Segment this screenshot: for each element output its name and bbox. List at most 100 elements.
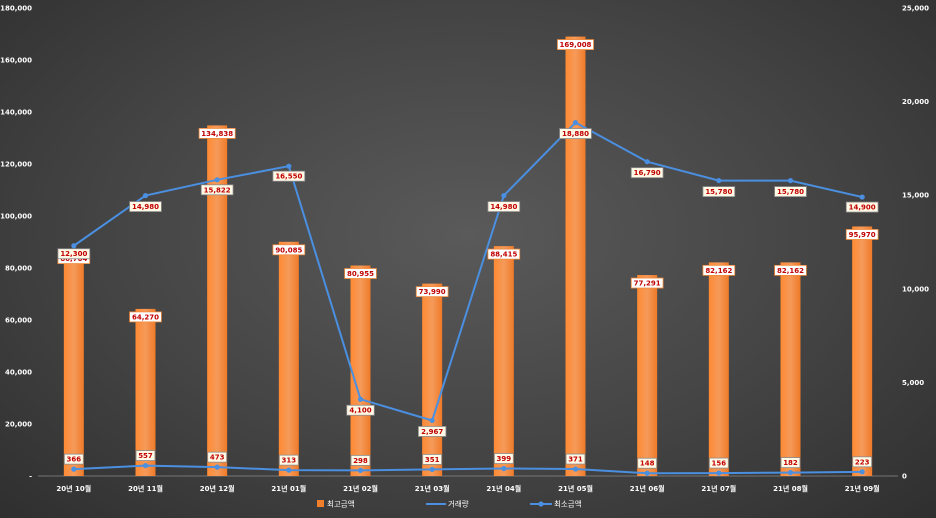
point-min-price — [142, 192, 149, 199]
right-y-tick-label: 15,000 — [902, 192, 929, 200]
x-tick-label: 21년 05월 — [558, 484, 593, 493]
bar-data-label-box — [272, 244, 306, 256]
volume-data-label: 156 — [712, 460, 727, 468]
bar-data-label: 169,008 — [560, 41, 592, 49]
bar — [852, 226, 873, 476]
point-min-price — [286, 163, 292, 169]
point-min-price — [214, 177, 220, 183]
volume-data-label-box — [780, 457, 801, 468]
min-price-data-label-box — [702, 186, 736, 197]
min-price-data-label: 15,780 — [705, 188, 732, 196]
volume-data-label: 473 — [210, 454, 225, 462]
left-y-tick-label: 120,000 — [0, 161, 32, 169]
min-price-data-label-box — [630, 167, 664, 179]
volume-data-label: 313 — [282, 457, 297, 465]
volume-data-label: 148 — [640, 460, 655, 468]
x-tick-label: 21년 09월 — [845, 484, 880, 493]
bar — [565, 36, 586, 477]
point-min-price — [429, 417, 435, 424]
right-y-tick-label: 5,000 — [902, 379, 924, 387]
x-tick-label: 20년 11월 — [128, 484, 163, 493]
min-price-data-label-box — [346, 404, 375, 416]
bar-data-label: 64,270 — [132, 313, 159, 321]
bar — [207, 125, 228, 476]
volume-data-label-box — [135, 450, 156, 461]
min-price-data-label-box — [487, 201, 521, 212]
min-price-data-label: 4,100 — [349, 407, 371, 415]
min-price-data-label-box — [774, 186, 807, 197]
volume-data-label-box — [207, 451, 228, 463]
volume-data-label-box — [637, 457, 658, 469]
min-price-data-label: 12,300 — [60, 250, 87, 258]
left-y-tick-label: 20,000 — [5, 421, 32, 429]
data-labels: 86,70464,270134,83890,08580,95573,99088,… — [57, 39, 879, 469]
bar-data-label-box — [630, 277, 664, 289]
min-price-data-label-box — [845, 201, 879, 213]
min-price-data-label-box — [200, 184, 234, 196]
point-volume — [501, 465, 507, 472]
volume-data-label: 182 — [783, 459, 798, 467]
point-volume — [357, 467, 364, 474]
x-tick-label: 21년 03월 — [415, 484, 450, 493]
bar-data-label-box — [129, 311, 162, 323]
bar-data-label-box — [344, 268, 377, 279]
volume-data-label-box — [565, 453, 586, 465]
volume-data-label-box — [278, 454, 299, 466]
bar-data-label: 90,085 — [275, 246, 302, 254]
right-y-tick-label: 20,000 — [902, 98, 929, 106]
x-tick-label: 21년 08월 — [773, 484, 808, 493]
point-min-price — [572, 119, 579, 126]
min-price-data-label: 18,880 — [562, 130, 589, 138]
point-min-price — [716, 177, 722, 184]
bar-series-max-price — [63, 36, 873, 477]
x-tick-label: 21년 04월 — [486, 484, 521, 493]
bar — [63, 250, 84, 476]
bar-data-label-box — [845, 229, 879, 240]
x-tick-label: 21년 02월 — [343, 484, 378, 493]
point-volume — [787, 469, 794, 476]
point-volume — [214, 464, 220, 470]
min-price-data-label-box — [418, 426, 447, 437]
left-y-tick-label: 60,000 — [5, 317, 32, 325]
x-tick-label: 20년 10월 — [56, 484, 91, 493]
min-price-data-label-box — [559, 128, 592, 139]
point-min-price — [644, 159, 650, 165]
bar — [422, 283, 443, 476]
bar — [780, 262, 801, 476]
min-price-data-label-box — [57, 248, 91, 260]
legend-label-min-price: 최소금액 — [554, 499, 582, 509]
right-y-tick-label: 25,000 — [902, 5, 929, 13]
volume-data-label-box — [350, 455, 371, 466]
bar — [350, 265, 371, 476]
min-price-data-label: 14,980 — [490, 203, 517, 211]
point-min-price — [357, 396, 364, 402]
point-volume — [286, 467, 292, 473]
min-price-data-label: 14,900 — [849, 204, 876, 212]
volume-data-label: 223 — [855, 458, 870, 466]
point-min-price — [71, 243, 77, 249]
bar-data-label: 95,970 — [849, 231, 876, 239]
volume-data-label-box — [493, 453, 514, 464]
line-series — [71, 119, 865, 476]
volume-data-label: 371 — [568, 456, 583, 464]
left-y-tick-label: 100,000 — [0, 213, 32, 221]
x-tick-label: 21년 07월 — [701, 484, 736, 493]
left-y-tick-label: 160,000 — [0, 57, 32, 65]
min-price-data-label: 15,780 — [777, 188, 804, 196]
bar-data-label: 88,415 — [490, 251, 517, 259]
min-price-data-label: 2,967 — [421, 428, 443, 436]
bar — [493, 246, 514, 476]
point-volume — [71, 466, 77, 472]
bar-data-label: 77,291 — [634, 280, 661, 288]
x-tick-label: 21년 01월 — [271, 484, 306, 493]
legend: 최고금액 거래량 최소금액 — [317, 499, 582, 509]
point-min-price — [501, 192, 507, 199]
x-axis: 20년 10월 20년 11월 20년 12월 21년 01월 21년 02월 21년 0… — [38, 475, 898, 493]
bar-data-label: 73,990 — [419, 288, 446, 296]
legend-label-volume: 거래량 — [448, 500, 469, 509]
legend-marker-min-price — [538, 501, 544, 507]
min-price-data-label: 16,790 — [634, 169, 661, 177]
x-tick-label: 21년 06월 — [630, 484, 665, 493]
point-min-price — [787, 177, 794, 184]
volume-data-label-box — [852, 456, 873, 468]
